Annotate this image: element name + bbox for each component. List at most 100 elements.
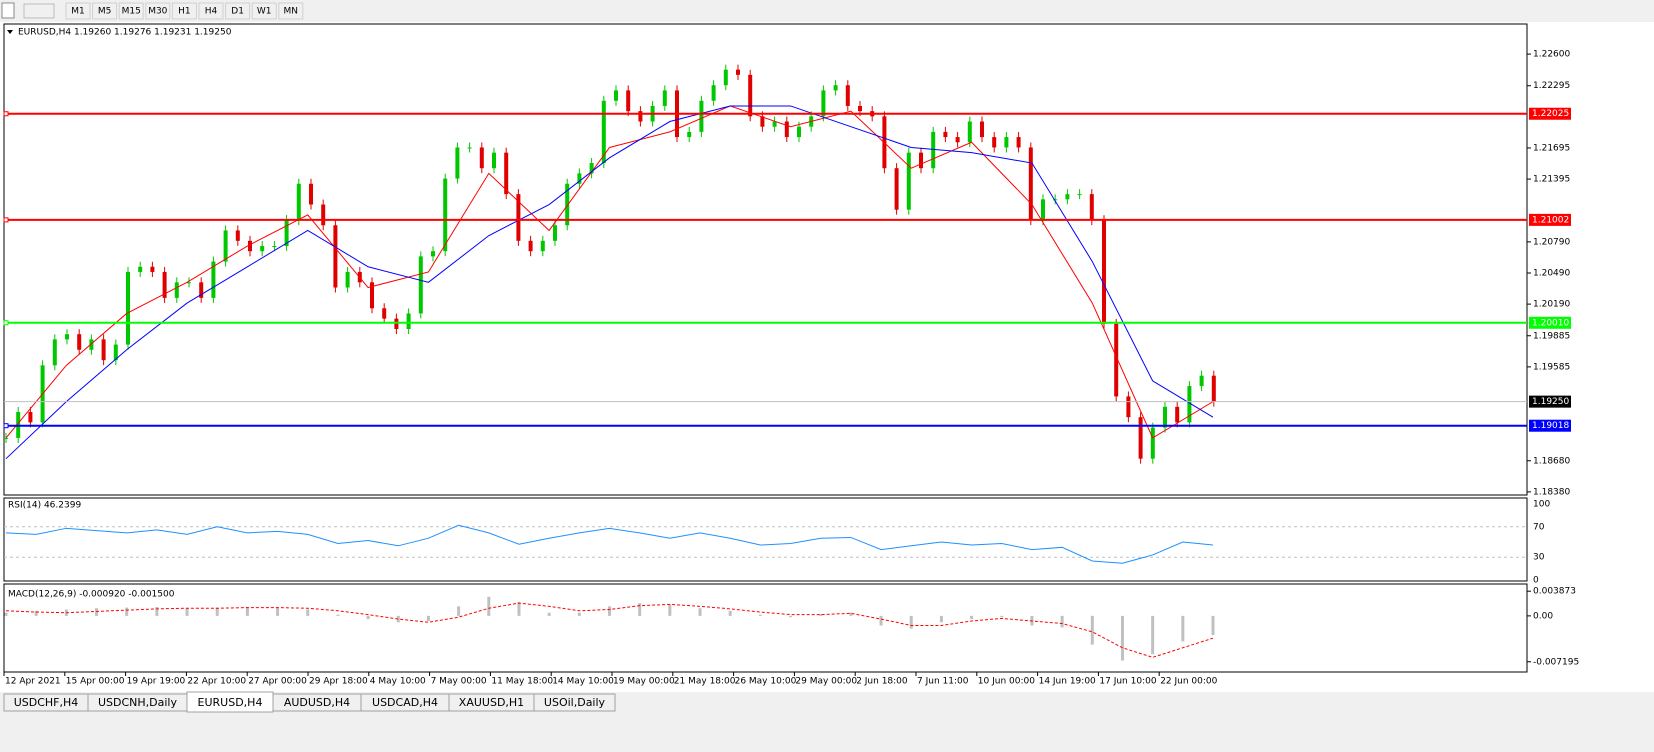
x-tick-label: 14 May 10:00 — [552, 677, 614, 687]
x-tick-label: 27 Apr 00:00 — [248, 677, 307, 687]
candle-body — [321, 204, 326, 226]
macd-bar — [1060, 615, 1064, 628]
candle-body — [406, 313, 411, 330]
candle-body — [1150, 427, 1155, 459]
candle-body — [296, 183, 301, 221]
candle-body — [187, 282, 191, 284]
candle-body — [516, 194, 521, 241]
macd-bar — [457, 606, 461, 616]
macd-bar — [758, 614, 762, 616]
candle-body — [980, 121, 984, 138]
rsi-tick-label: 70 — [1533, 522, 1545, 532]
macd-bar — [909, 615, 913, 629]
timeframe-button[interactable] — [118, 2, 144, 20]
toolbar-icon[interactable] — [23, 3, 55, 19]
x-tick-label: 26 May 10:00 — [735, 677, 797, 687]
toolbar-icon[interactable] — [1, 2, 15, 19]
macd-bar — [426, 615, 430, 621]
candle-body — [126, 271, 130, 345]
macd-bar — [728, 610, 732, 616]
candle-body — [150, 266, 155, 272]
candle-body — [162, 271, 167, 298]
candle-body — [894, 168, 899, 210]
candle-body — [967, 121, 972, 143]
main-panel — [3, 23, 1528, 496]
candle-body — [284, 220, 289, 247]
macd-bar — [34, 610, 38, 616]
timeframe-button[interactable] — [65, 2, 91, 20]
x-tick-label: 19 May 00:00 — [613, 677, 675, 687]
timeframe-button[interactable] — [171, 2, 197, 20]
candle-body — [504, 152, 509, 195]
y-tick-label: 1.19885 — [1533, 331, 1570, 341]
level-price-label: 1.20010 — [1532, 318, 1569, 328]
level-handle[interactable] — [3, 423, 9, 429]
macd-bar — [4, 612, 8, 616]
candle-body — [248, 240, 252, 252]
level-handle[interactable] — [3, 320, 9, 326]
rsi-header: RSI(14) 46.2399 — [8, 501, 81, 511]
chart-window — [0, 22, 1654, 692]
timeframe-label: D1 — [231, 7, 244, 17]
candle-body — [235, 230, 240, 241]
macd-bar — [970, 615, 974, 620]
level-handle[interactable] — [3, 217, 9, 223]
chart-tab-label: AUDUSD,H4 — [284, 696, 350, 709]
candle-body — [1163, 406, 1167, 428]
timeframe-button[interactable] — [225, 2, 251, 20]
timeframe-label: MN — [284, 7, 299, 17]
candle-body — [443, 178, 448, 252]
candle-body — [723, 69, 728, 86]
level-handle[interactable] — [3, 111, 9, 117]
candle-body — [65, 334, 69, 340]
candle-body — [1126, 396, 1131, 418]
chart-tab-label: XAUUSD,H1 — [459, 696, 524, 709]
current-price-box — [1529, 395, 1571, 408]
macd-bar — [939, 615, 943, 623]
timeframe-button[interactable] — [145, 2, 171, 20]
candle-body — [772, 121, 777, 127]
chart-tab-label: USDCAD,H4 — [372, 696, 438, 709]
x-tick-label: 7 May 00:00 — [431, 677, 487, 687]
level-price-box — [1529, 316, 1571, 329]
candle-body — [1211, 375, 1216, 402]
chart-header: EURUSD,H4 1.19260 1.19276 1.19231 1.1925… — [18, 28, 232, 38]
candle-body — [199, 282, 204, 298]
macd-bar — [1151, 615, 1155, 655]
macd-bar — [547, 612, 551, 616]
candle-body — [943, 131, 948, 138]
level-price-label: 1.22025 — [1532, 109, 1569, 119]
timeframe-button[interactable] — [278, 2, 304, 20]
level-price-box — [1529, 107, 1571, 120]
x-tick-label: 19 Apr 19:00 — [127, 677, 186, 687]
moving-average — [5, 105, 1214, 460]
y-tick-label: 1.20790 — [1533, 237, 1570, 247]
candle-body — [113, 344, 118, 361]
rsi-tick-label: 100 — [1533, 500, 1550, 510]
candle-body — [394, 318, 399, 330]
timeframe-button[interactable] — [92, 2, 118, 20]
candle-body — [1053, 199, 1058, 201]
candle-body — [784, 121, 789, 138]
candle-body — [1175, 406, 1180, 423]
x-tick-label: 10 Jun 00:00 — [978, 677, 1035, 687]
x-tick-label: 2 Jun 18:00 — [856, 677, 908, 687]
y-tick-label: 1.18680 — [1533, 456, 1570, 466]
candle-body — [797, 126, 801, 138]
macd-bar — [95, 608, 99, 616]
candle-body — [467, 147, 472, 149]
candle-body — [333, 225, 338, 288]
candle-body — [919, 152, 923, 169]
chart-tab[interactable] — [533, 693, 616, 712]
candle-body — [101, 339, 106, 361]
current-price-label: 1.19250 — [1532, 397, 1569, 407]
timeframe-label: M15 — [122, 7, 141, 17]
candle-body — [601, 100, 606, 164]
y-tick-label: 1.20490 — [1533, 268, 1570, 278]
timeframe-label: M1 — [71, 7, 85, 17]
x-tick-label: 21 May 18:00 — [674, 677, 736, 687]
timeframe-button[interactable] — [198, 2, 224, 20]
macd-bar — [668, 604, 672, 616]
timeframe-button[interactable] — [251, 2, 277, 20]
chart-tab-label: USOil,Daily — [544, 696, 606, 709]
